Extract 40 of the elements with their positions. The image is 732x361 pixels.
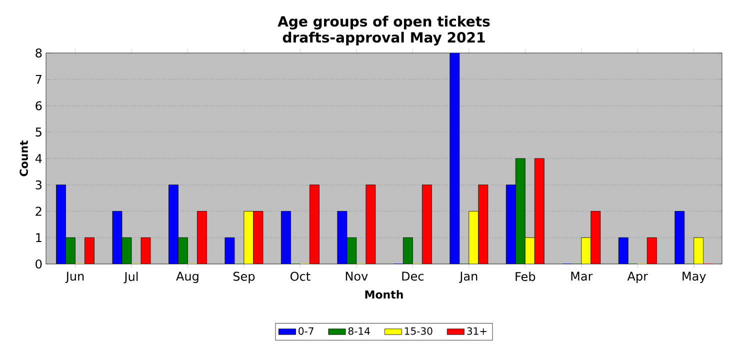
y-tick-label: 0: [36, 259, 42, 269]
x-tick-label: Mar: [571, 272, 593, 281]
bar: [581, 237, 592, 264]
y-tick-label: 7: [36, 74, 42, 84]
bar: [694, 237, 704, 264]
x-tick-label: Oct: [290, 272, 310, 281]
bar: [674, 211, 685, 264]
bar: [56, 184, 66, 264]
bar: [468, 211, 479, 264]
bar: [618, 237, 628, 264]
x-tick-label: Jul: [124, 272, 138, 284]
legend-label: 0-7: [298, 327, 314, 335]
y-axis-title: Count: [20, 140, 28, 176]
bar: [450, 52, 460, 264]
legend-label: 15-30: [405, 327, 432, 335]
x-tick-label: Jun: [65, 272, 84, 283]
x-tick-label: Nov: [346, 272, 368, 281]
legend-label: 8-14: [348, 327, 370, 335]
x-tick-label: Aug: [176, 272, 198, 284]
x-axis-title: Month: [365, 290, 403, 299]
y-tick-label: 5: [36, 128, 42, 137]
y-tick-label: 8: [36, 48, 42, 58]
chart-title: Age groups of open tickets: [278, 16, 490, 30]
bar: [506, 184, 516, 264]
chart-subtitle: drafts-approval May 2021: [282, 32, 485, 46]
y-tick-label: 2: [36, 206, 42, 216]
y-tick-label: 4: [35, 154, 42, 163]
y-tick-label: 3: [36, 180, 42, 190]
x-tick-label: Apr: [627, 272, 648, 284]
x-tick-label: May: [682, 272, 706, 284]
x-tick-label: Feb: [516, 272, 536, 282]
x-tick-label: Dec: [402, 272, 424, 281]
y-tick-label: 1: [36, 233, 42, 242]
bar: [524, 237, 535, 264]
bar: [168, 184, 178, 264]
legend-label: 31+: [467, 327, 486, 335]
bar: [281, 211, 291, 264]
y-tick-label: 6: [36, 101, 42, 110]
x-tick-label: Sep: [233, 272, 255, 284]
x-tick-label: Jan: [459, 272, 478, 283]
